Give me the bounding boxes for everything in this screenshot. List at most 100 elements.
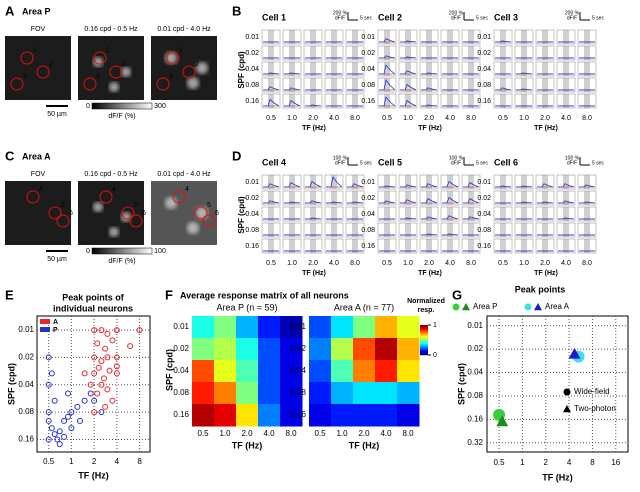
mini-axis	[261, 222, 281, 238]
mini-axis	[345, 29, 365, 45]
y-tick-label: 0.16	[467, 415, 483, 424]
stim-period	[310, 46, 316, 60]
mini-axis	[556, 190, 576, 206]
stim-period	[426, 30, 432, 44]
scatter-point	[113, 354, 120, 361]
response-trace	[263, 98, 280, 107]
heatmap-cell	[353, 404, 376, 427]
x-tick-label: 2.0	[241, 429, 253, 438]
colorbar-step	[420, 341, 428, 343]
scatter-point	[51, 431, 58, 438]
response-trace	[558, 183, 575, 188]
mini-axis	[556, 61, 576, 77]
mini-axis	[461, 174, 481, 190]
heatmap-cell	[214, 316, 237, 339]
stim-period	[405, 175, 411, 189]
x-tick-label: 8.0	[350, 115, 360, 122]
stim-period	[426, 239, 432, 253]
y-tick-label: 0.08	[290, 388, 306, 397]
x-axis-label: TF (Hz)	[418, 125, 442, 132]
mini-axis	[398, 190, 418, 206]
scatter-point	[45, 354, 52, 361]
scale-label: 100 %	[449, 155, 464, 161]
scatter-point	[48, 370, 55, 377]
mini-axis	[535, 61, 555, 77]
mini-axis	[261, 190, 281, 206]
stim-period	[352, 78, 358, 92]
stim-period	[384, 239, 390, 253]
stim-period	[352, 30, 358, 44]
response-trace	[400, 184, 417, 188]
heatmap-title: Area P (n = 59)	[216, 302, 277, 312]
response-trace	[442, 196, 459, 204]
mini-axis	[493, 45, 513, 61]
y-tick-label: 0.04	[361, 66, 375, 73]
y-tick-label: 0.02	[361, 195, 375, 202]
y-tick-label: 0.16	[18, 435, 34, 444]
stim-period	[352, 207, 358, 221]
mini-axis	[377, 45, 397, 61]
x-axis-label: TF (Hz)	[302, 270, 326, 277]
response-trace	[421, 72, 438, 75]
stim-period	[405, 239, 411, 253]
response-trace	[379, 38, 396, 43]
stim-period	[331, 207, 337, 221]
roi-label: 3	[96, 73, 100, 80]
heatmap-cell	[375, 382, 398, 405]
scatter-point	[127, 343, 134, 350]
y-tick-label: 0.02	[361, 50, 375, 57]
response-trace	[347, 201, 364, 204]
heatmap-cell	[280, 360, 303, 383]
mini-axis	[461, 222, 481, 238]
scatter-point	[45, 409, 52, 416]
heatmap-cell	[375, 338, 398, 361]
scatter-point	[94, 340, 101, 347]
x-tick-label: 0.5	[266, 115, 276, 122]
stim-period	[268, 207, 274, 221]
heatmap-cell	[309, 316, 332, 339]
stim-period	[405, 223, 411, 237]
stim-period	[331, 30, 337, 44]
heatmap-cell	[353, 360, 376, 383]
mini-axis	[261, 238, 281, 254]
heatmap-title: Area A (n = 77)	[334, 302, 394, 312]
stim-period	[542, 207, 548, 221]
stim-period	[563, 207, 569, 221]
y-tick-label: 0.02	[477, 50, 491, 57]
mini-axis	[514, 77, 534, 93]
stim-period	[384, 94, 390, 108]
y-tick-label: 0.16	[173, 410, 189, 419]
scale-label: 100 %	[333, 155, 348, 161]
scatter-point	[95, 364, 102, 371]
response-trace	[284, 182, 301, 188]
response-trace	[400, 199, 417, 204]
scale-time: 5 sec	[360, 15, 372, 21]
colorbar-tick-label: 0	[433, 352, 437, 359]
colorbar-step	[420, 349, 428, 351]
scatter-point	[45, 436, 52, 443]
mini-axis	[493, 77, 513, 93]
response-trace	[495, 40, 512, 43]
heatmap-cell	[236, 338, 259, 361]
heatmap-cell	[375, 360, 398, 383]
roi	[99, 190, 113, 204]
stim-period	[563, 191, 569, 205]
stim-period	[268, 62, 274, 76]
scatter-point	[98, 381, 105, 388]
legend-label: P	[53, 327, 58, 334]
scale-time: 5 sec	[360, 160, 372, 166]
stim-period	[289, 78, 295, 92]
y-tick-label: 0.16	[245, 98, 259, 105]
response-trace	[495, 87, 512, 91]
stim-period	[268, 191, 274, 205]
stim-period	[563, 223, 569, 237]
scatter-point	[102, 403, 109, 410]
mini-axis	[514, 206, 534, 222]
mini-axis	[261, 61, 281, 77]
colorbar-label: dF/F (%)	[108, 113, 135, 120]
mini-axis	[493, 174, 513, 190]
scatter-point	[56, 428, 63, 435]
mini-axis	[440, 222, 460, 238]
response-trace	[463, 198, 480, 204]
roi	[121, 206, 135, 220]
